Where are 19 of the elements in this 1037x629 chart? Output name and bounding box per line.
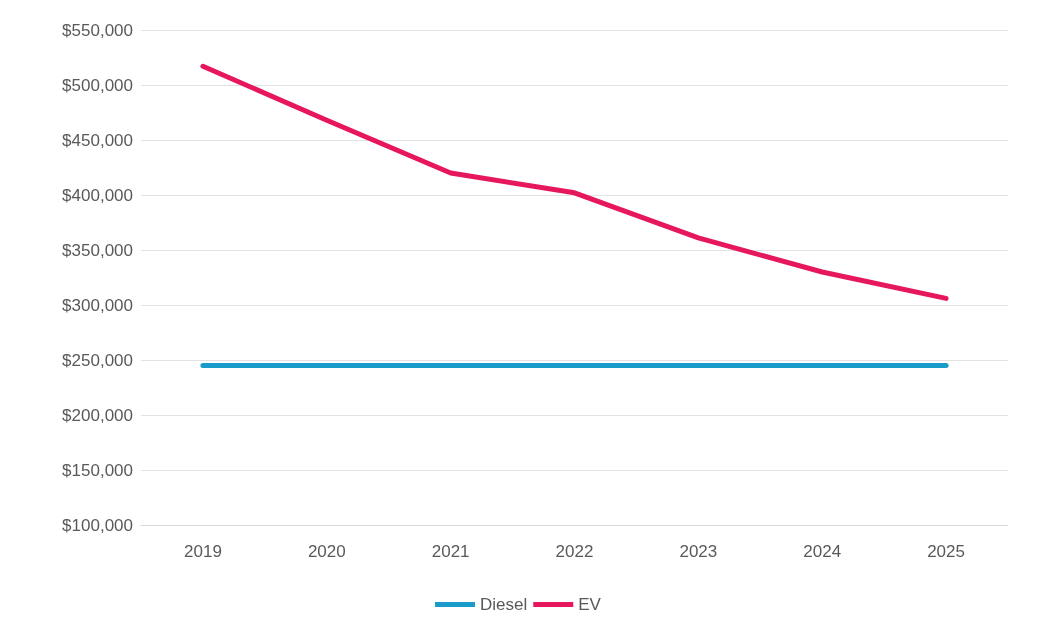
y-tick-label: $150,000	[62, 460, 133, 480]
y-tick-label: $350,000	[62, 240, 133, 260]
x-tick-label: 2019	[184, 542, 222, 561]
x-tick-label: 2022	[555, 542, 594, 561]
y-tick-label: $100,000	[62, 515, 133, 535]
x-tick-label: 2023	[679, 542, 718, 561]
x-tick-label: 2020	[307, 542, 346, 561]
x-tick-label: 2024	[803, 542, 842, 561]
y-tick-label: $450,000	[62, 130, 133, 150]
x-tick-label: 2025	[927, 542, 965, 561]
legend-label: Diesel	[480, 595, 528, 614]
y-tick-label: $300,000	[62, 295, 133, 315]
y-tick-label: $400,000	[62, 185, 133, 205]
y-tick-label: $500,000	[62, 75, 133, 95]
y-tick-label: $250,000	[62, 350, 133, 370]
x-tick-label: 2021	[431, 542, 470, 561]
legend-label: EV	[578, 595, 602, 614]
y-tick-label: $550,000	[62, 20, 133, 40]
y-tick-label: $200,000	[62, 405, 133, 425]
